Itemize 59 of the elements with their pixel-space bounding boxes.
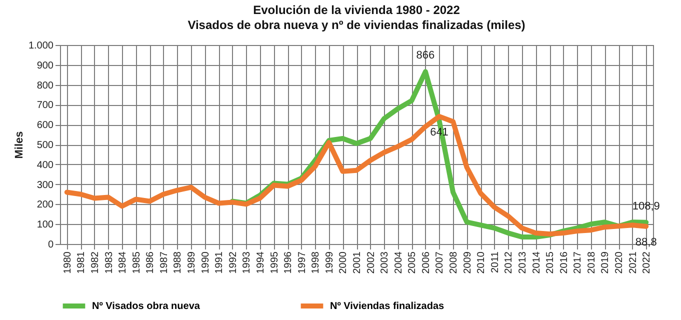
x-tick-label: 1981 [76, 251, 88, 274]
x-tick-label: 2019 [600, 251, 612, 274]
y-tick-label: 200 [36, 200, 54, 211]
x-tick-label: 2013 [517, 251, 528, 274]
y-tick-label: 900 [36, 60, 54, 72]
x-tick-label: 1992 [228, 251, 239, 274]
legend-label: Nº Visados obra nueva [92, 301, 200, 312]
x-tick-label: 1997 [296, 251, 308, 274]
x-tick-label: 2003 [380, 251, 391, 274]
x-tick-label: 2017 [572, 251, 584, 274]
y-tick-label: 800 [36, 80, 54, 92]
x-tick-label: 1999 [324, 251, 336, 274]
x-tick-label: 1994 [255, 251, 266, 274]
x-tick-label: 2007 [434, 251, 446, 274]
x-tick-label: 2021 [628, 251, 639, 274]
x-tick-label: 2020 [614, 251, 626, 274]
x-tick-label: 1980 [62, 251, 74, 274]
y-axis-title: Miles [13, 131, 26, 159]
x-tick-label: 2016 [558, 251, 570, 274]
y-tick-label: 400 [36, 160, 54, 171]
x-tick-label: 1982 [90, 251, 101, 274]
x-tick-label: 2004 [393, 251, 404, 274]
x-tick-label: 2018 [586, 251, 598, 274]
y-tick-label: 500 [36, 140, 54, 151]
x-tick-label: 2011 [490, 251, 501, 274]
x-tick-label: 1984 [118, 251, 129, 274]
y-tick-label: 700 [36, 100, 54, 112]
x-tick-label: 2022 [642, 251, 653, 274]
x-tick-label: 1987 [158, 251, 170, 274]
x-tick-label: 2000 [338, 251, 350, 274]
y-tick-label: 300 [36, 180, 54, 191]
x-tick-label: 1998 [310, 251, 322, 274]
x-tick-label: 2008 [448, 251, 460, 274]
x-tick-label: 1996 [283, 251, 294, 274]
x-tick-label: 2012 [504, 251, 515, 274]
x-tick-label: 1990 [200, 251, 212, 274]
x-tick-label: 2015 [545, 251, 556, 274]
y-tick-label: 0 [48, 240, 54, 250]
chart-subtitle: Visados de obra nueva y nº de viviendas finalizadas (miles) [188, 18, 526, 32]
x-tick-label: 2014 [531, 251, 542, 274]
x-tick-label: 1993 [242, 251, 253, 274]
legend-label: Nº Viviendas finalizadas [330, 301, 445, 312]
x-tick-label: 2006 [420, 251, 432, 274]
x-tick-label: 1986 [145, 251, 156, 274]
x-tick-label: 2005 [407, 251, 418, 274]
x-tick-label: 1995 [269, 251, 280, 274]
y-tick-label: 600 [36, 120, 54, 132]
y-tick-label: 1.000 [28, 40, 54, 52]
y-tick-label: 100 [36, 220, 54, 231]
x-tick-label: 1988 [172, 251, 184, 274]
x-tick-label: 2009 [462, 251, 474, 274]
x-tick-label: 1983 [104, 251, 115, 274]
x-tick-label: 1985 [131, 251, 142, 274]
chart-title: Evolución de la vivienda 1980 - 2022 [253, 3, 460, 17]
x-tick-label: 2010 [476, 251, 488, 274]
x-tick-label: 2002 [366, 251, 377, 274]
x-tick-label: 1991 [214, 251, 226, 274]
x-tick-label: 2001 [352, 251, 363, 274]
x-tick-label: 1989 [186, 251, 198, 274]
